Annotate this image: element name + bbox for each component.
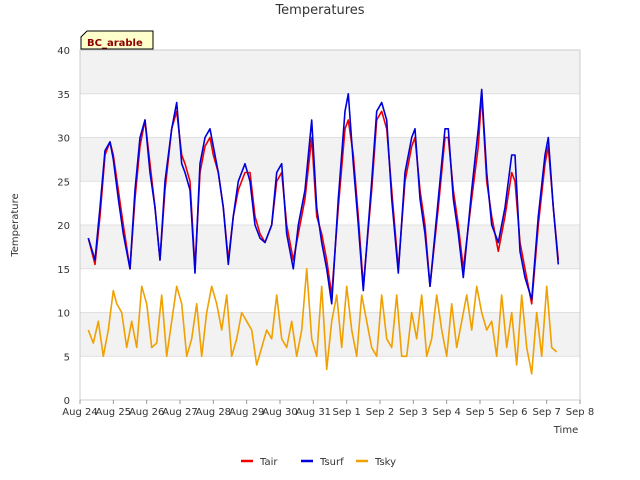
legend-label-tsky: Tsky [374,457,396,468]
x-tick-label: Aug 25 [96,407,131,418]
series-line-tsky [87,267,558,375]
x-tick-label: Sep 6 [499,407,527,418]
x-tick-label: Aug 26 [129,407,164,418]
series-line-tsurf [87,88,560,305]
series-lines [87,88,560,375]
y-axis-tick-labels: 0 5 10 15 20 25 30 35 40 [57,46,70,407]
x-tick-label: Sep 4 [432,407,460,418]
x-tick-label: Sep 1 [332,407,360,418]
plot-band [80,50,580,94]
y-axis-title: Temperature [10,193,21,257]
legend-label-tsurf: Tsurf [319,457,344,468]
plot-band [80,225,580,269]
legend: Tair Tsurf Tsky [241,457,396,468]
y-tick-label: 0 [64,396,70,407]
x-tick-label: Sep 2 [366,407,394,418]
plot-area-border [79,49,581,401]
x-tick-label: Sep 8 [566,407,594,418]
site-label: BC_arable [87,38,143,49]
y-tick-label: 10 [57,309,70,320]
x-tick-label: Sep 7 [532,407,560,418]
y-tick-label: 25 [57,177,70,188]
chart-title: Temperatures [274,3,364,18]
y-tick-label: 20 [57,221,70,232]
legend-label-tair: Tair [259,457,278,468]
x-tick-label: Sep 3 [399,407,427,418]
x-tick-label: Aug 27 [162,407,197,418]
y-tick-label: 35 [57,90,70,101]
x-tick-label: Aug 28 [196,407,231,418]
x-axis-title: Time [553,425,578,436]
y-tick-label: 15 [57,265,70,276]
x-tick-label: Aug 30 [262,407,297,418]
y-tick-label: 5 [64,352,70,363]
x-tick-label: Sep 5 [466,407,494,418]
site-label-box: BC_arable [80,30,154,50]
y-tick-label: 40 [57,46,70,57]
x-tick-label: Aug 29 [229,407,264,418]
plot-band [80,137,580,182]
x-tick-label: Aug 24 [62,407,97,418]
x-tick-label: Aug 31 [296,407,331,418]
y-tick-label: 30 [57,134,70,145]
